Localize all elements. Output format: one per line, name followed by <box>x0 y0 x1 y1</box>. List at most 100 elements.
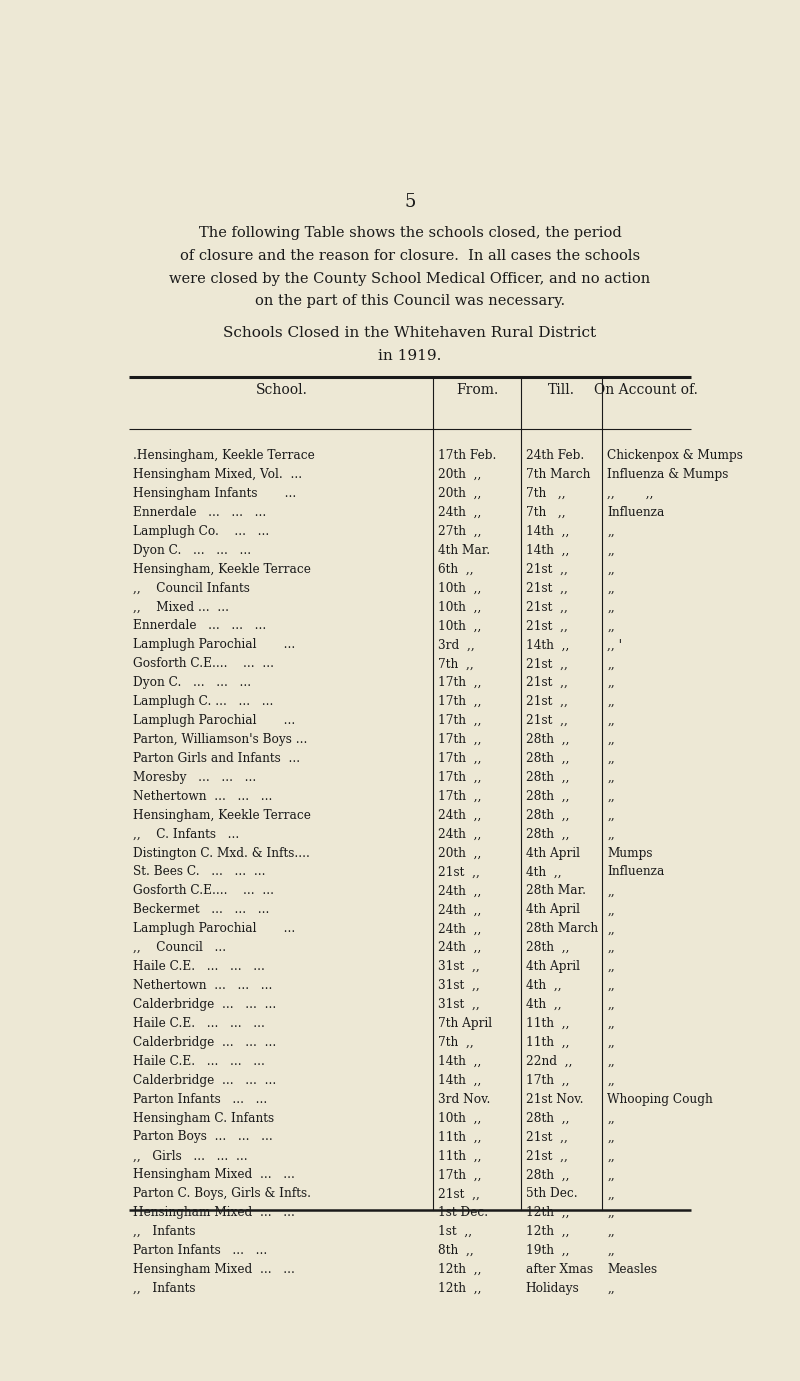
Text: 4th April: 4th April <box>526 847 580 859</box>
Text: ,,: ,, <box>607 942 615 954</box>
Text: ,,: ,, <box>607 657 615 670</box>
Text: 20th  ,,: 20th ,, <box>438 487 482 500</box>
Text: Gosforth C.E....    ...  ...: Gosforth C.E.... ... ... <box>133 884 274 898</box>
Text: 21st  ,,: 21st ,, <box>526 1131 568 1143</box>
Text: 24th  ,,: 24th ,, <box>438 809 482 822</box>
Text: Hensingham C. Infants: Hensingham C. Infants <box>133 1112 274 1124</box>
Text: 14th  ,,: 14th ,, <box>526 525 569 537</box>
Text: 28th  ,,: 28th ,, <box>526 827 570 841</box>
Text: Lamplugh C. ...   ...   ...: Lamplugh C. ... ... ... <box>133 695 273 708</box>
Text: On Account of.: On Account of. <box>594 383 698 396</box>
Text: Parton Boys  ...   ...   ...: Parton Boys ... ... ... <box>133 1131 272 1143</box>
Text: ,,: ,, <box>607 827 615 841</box>
Text: ,,: ,, <box>607 979 615 992</box>
Text: ,,: ,, <box>607 1055 615 1068</box>
Text: 21st  ,,: 21st ,, <box>526 695 568 708</box>
Text: Chickenpox & Mumps: Chickenpox & Mumps <box>607 449 743 463</box>
Text: 14th  ,,: 14th ,, <box>526 544 569 557</box>
Text: 28th  ,,: 28th ,, <box>526 809 570 822</box>
Text: 4th April: 4th April <box>526 960 580 974</box>
Text: 10th  ,,: 10th ,, <box>438 601 482 613</box>
Text: 28th  ,,: 28th ,, <box>526 751 570 765</box>
Text: Holidays: Holidays <box>526 1282 579 1295</box>
Text: Beckermet   ...   ...   ...: Beckermet ... ... ... <box>133 903 269 917</box>
Text: Influenza: Influenza <box>607 866 665 878</box>
Text: ,,: ,, <box>607 714 615 726</box>
Text: ,,   Girls   ...   ...  ...: ,, Girls ... ... ... <box>133 1149 247 1163</box>
Text: 14th  ,,: 14th ,, <box>526 638 569 652</box>
Text: Parton Infants   ...   ...: Parton Infants ... ... <box>133 1244 267 1257</box>
Text: ,,: ,, <box>607 620 615 632</box>
Text: 24th  ,,: 24th ,, <box>438 903 482 917</box>
Text: 31st  ,,: 31st ,, <box>438 979 480 992</box>
Text: Gosforth C.E....    ...  ...: Gosforth C.E.... ... ... <box>133 657 274 670</box>
Text: 24th  ,,: 24th ,, <box>438 923 482 935</box>
Text: 1st  ,,: 1st ,, <box>438 1225 472 1239</box>
Text: on the part of this Council was necessary.: on the part of this Council was necessar… <box>255 294 565 308</box>
Text: 12th  ,,: 12th ,, <box>438 1282 482 1295</box>
Text: Calderbridge  ...   ...  ...: Calderbridge ... ... ... <box>133 1073 276 1087</box>
Text: 7th April: 7th April <box>438 1016 492 1030</box>
Text: 28th  ,,: 28th ,, <box>526 733 570 746</box>
Text: Hensingham, Keekle Terrace: Hensingham, Keekle Terrace <box>133 809 310 822</box>
Text: 21st  ,,: 21st ,, <box>526 1149 568 1163</box>
Text: ,,        ,,: ,, ,, <box>607 487 654 500</box>
Text: 20th  ,,: 20th ,, <box>438 468 482 481</box>
Text: 17th  ,,: 17th ,, <box>526 1073 570 1087</box>
Text: 24th  ,,: 24th ,, <box>438 942 482 954</box>
Text: 3rd  ,,: 3rd ,, <box>438 638 475 652</box>
Text: ,,: ,, <box>607 790 615 802</box>
Text: ,,: ,, <box>607 525 615 537</box>
Text: Hensingham Mixed  ...   ...: Hensingham Mixed ... ... <box>133 1206 294 1219</box>
Text: 28th  ,,: 28th ,, <box>526 790 570 802</box>
Text: Hensingham Infants       ...: Hensingham Infants ... <box>133 487 296 500</box>
Text: 24th  ,,: 24th ,, <box>438 884 482 898</box>
Text: The following Table shows the schools closed, the period: The following Table shows the schools cl… <box>198 225 622 240</box>
Text: 21st  ,,: 21st ,, <box>526 677 568 689</box>
Text: 7th March: 7th March <box>526 468 590 481</box>
Text: 21st  ,,: 21st ,, <box>438 866 480 878</box>
Text: 10th  ,,: 10th ,, <box>438 581 482 595</box>
Text: Parton Girls and Infants  ...: Parton Girls and Infants ... <box>133 751 300 765</box>
Text: Whooping Cough: Whooping Cough <box>607 1092 713 1106</box>
Text: ,,: ,, <box>607 1112 615 1124</box>
Text: Till.: Till. <box>548 383 575 396</box>
Text: ,,: ,, <box>607 1016 615 1030</box>
Text: 1st Dec.: 1st Dec. <box>438 1206 488 1219</box>
Text: 4th  ,,: 4th ,, <box>526 979 562 992</box>
Text: ,,: ,, <box>607 809 615 822</box>
Text: ,,: ,, <box>607 1225 615 1239</box>
Text: 31st  ,,: 31st ,, <box>438 960 480 974</box>
Text: 17th  ,,: 17th ,, <box>438 695 482 708</box>
Text: ,,: ,, <box>607 923 615 935</box>
Text: ,,    Mixed ...  ...: ,, Mixed ... ... <box>133 601 229 613</box>
Text: ,,: ,, <box>607 1168 615 1181</box>
Text: Lamplugh Parochial       ...: Lamplugh Parochial ... <box>133 923 294 935</box>
Text: 7th  ,,: 7th ,, <box>438 1036 474 1048</box>
Text: 4th Mar.: 4th Mar. <box>438 544 490 557</box>
Text: ,,: ,, <box>607 903 615 917</box>
Text: ,,: ,, <box>607 581 615 595</box>
Text: 21st  ,,: 21st ,, <box>526 714 568 726</box>
Text: St. Bees C.   ...   ...  ...: St. Bees C. ... ... ... <box>133 866 265 878</box>
Text: 8th  ,,: 8th ,, <box>438 1244 474 1257</box>
Text: were closed by the County School Medical Officer, and no action: were closed by the County School Medical… <box>170 272 650 286</box>
Text: Mumps: Mumps <box>607 847 653 859</box>
Text: 21st  ,,: 21st ,, <box>526 581 568 595</box>
Text: Lamplugh Parochial       ...: Lamplugh Parochial ... <box>133 638 294 652</box>
Text: Lamplugh Parochial       ...: Lamplugh Parochial ... <box>133 714 294 726</box>
Text: 21st  ,,: 21st ,, <box>526 620 568 632</box>
Text: 5th Dec.: 5th Dec. <box>526 1188 578 1200</box>
Text: 17th  ,,: 17th ,, <box>438 733 482 746</box>
Text: Lamplugh Co.    ...   ...: Lamplugh Co. ... ... <box>133 525 269 537</box>
Text: 5: 5 <box>404 193 416 211</box>
Text: Haile C.E.   ...   ...   ...: Haile C.E. ... ... ... <box>133 1016 265 1030</box>
Text: 11th  ,,: 11th ,, <box>526 1016 570 1030</box>
Text: ,,: ,, <box>607 695 615 708</box>
Text: Moresby   ...   ...   ...: Moresby ... ... ... <box>133 771 256 784</box>
Text: Ennerdale   ...   ...   ...: Ennerdale ... ... ... <box>133 505 266 519</box>
Text: 10th  ,,: 10th ,, <box>438 620 482 632</box>
Text: 17th  ,,: 17th ,, <box>438 1168 482 1181</box>
Text: Measles: Measles <box>607 1264 658 1276</box>
Text: 24th  ,,: 24th ,, <box>438 505 482 519</box>
